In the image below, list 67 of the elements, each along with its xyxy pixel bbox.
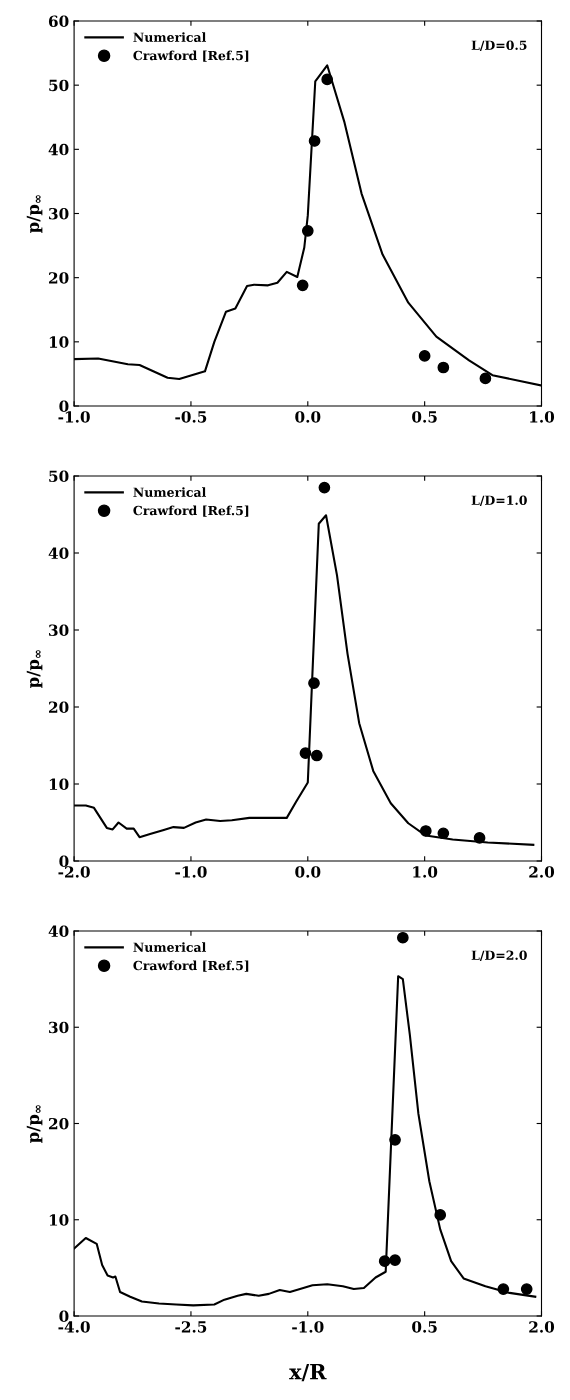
- x-tick-label: 0.0: [295, 411, 321, 423]
- x-tick-label: 0.5: [412, 1321, 437, 1333]
- y-tick-label: 40: [48, 925, 69, 938]
- y-tick-label: 20: [49, 272, 69, 284]
- y-tick-label: 40: [48, 143, 69, 156]
- legend-label: Numerical: [133, 32, 207, 42]
- y-tick-label: 0: [59, 855, 69, 868]
- y-tick-label: 40: [48, 547, 69, 560]
- point: [389, 1134, 401, 1146]
- legend-label: Crawford [Ref.5]: [133, 960, 249, 972]
- legend-label: Crawford [Ref.5]: [133, 505, 249, 517]
- x-tick-label: -1.0: [58, 411, 90, 423]
- point: [299, 747, 312, 760]
- point: [296, 279, 309, 292]
- point: [321, 73, 334, 86]
- point: [479, 372, 492, 385]
- y-tick-label: 30: [49, 624, 69, 637]
- point: [308, 677, 320, 689]
- x-tick-label: 2.0: [529, 866, 555, 878]
- legend-label: Crawford [Ref.5]: [133, 50, 249, 62]
- point: [473, 832, 486, 844]
- x-tick-label: -4.0: [58, 1321, 90, 1333]
- point: [419, 825, 432, 837]
- y-tick-label: 30: [49, 207, 69, 220]
- x-tick-label: -2.5: [175, 1321, 207, 1333]
- point: [437, 361, 450, 374]
- point: [378, 1255, 391, 1267]
- annotation: L/D=1.0: [471, 495, 527, 506]
- y-tick-label: 0: [59, 400, 69, 413]
- y-axis-title: p/p$_{∞}$: [26, 195, 43, 234]
- point: [310, 749, 323, 762]
- x-tick-label: -1.0: [292, 1321, 324, 1333]
- point: [520, 1283, 533, 1295]
- point: [301, 224, 314, 237]
- y-tick-label: 60: [48, 15, 69, 28]
- y-axis-title: p/p$_{∞}$: [26, 1105, 43, 1144]
- x-tick-label: 0.0: [295, 866, 321, 878]
- point: [389, 1254, 401, 1267]
- point: [396, 931, 409, 944]
- annotation: L/D=0.5: [471, 40, 527, 51]
- annotation: L/D=2.0: [471, 950, 527, 961]
- y-axis-title: p/p$_{∞}$: [26, 650, 43, 689]
- legend-label: Numerical: [133, 942, 207, 952]
- x-axis-title: x/R: [289, 1364, 327, 1382]
- point: [437, 827, 450, 840]
- y-tick-label: 30: [49, 1021, 69, 1034]
- point: [418, 350, 431, 362]
- x-tick-label: -0.5: [175, 411, 207, 423]
- point: [497, 1283, 510, 1295]
- legend-label: Numerical: [133, 487, 207, 497]
- y-tick-label: 10: [49, 336, 69, 348]
- y-tick-label: 0: [59, 1310, 69, 1323]
- y-tick-label: 10: [49, 1214, 69, 1226]
- x-tick-label: 2.0: [529, 1321, 555, 1333]
- y-tick-label: 50: [49, 79, 69, 92]
- point: [318, 481, 331, 494]
- y-tick-label: 20: [49, 1117, 69, 1130]
- x-tick-label: 1.0: [413, 866, 438, 878]
- x-tick-label: -2.0: [58, 866, 90, 878]
- x-tick-label: 0.5: [412, 411, 437, 423]
- x-tick-label: 1.0: [530, 411, 555, 423]
- y-tick-label: 50: [49, 470, 69, 483]
- y-tick-label: 10: [49, 778, 69, 791]
- point: [434, 1209, 447, 1221]
- x-tick-label: -1.0: [175, 866, 207, 878]
- y-tick-label: 20: [49, 701, 69, 714]
- point: [308, 135, 321, 147]
